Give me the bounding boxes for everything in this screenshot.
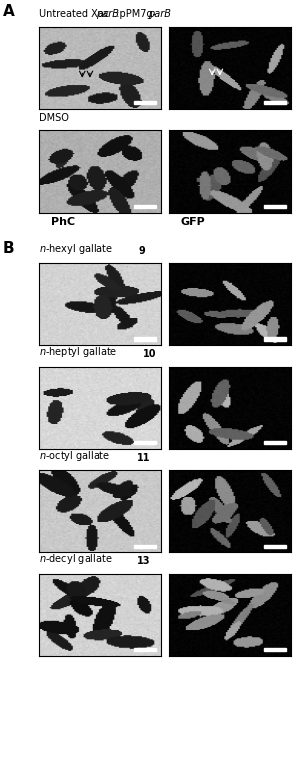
Text: ::pPM7g-: ::pPM7g-	[114, 9, 157, 19]
Bar	[264, 205, 286, 208]
Text: 10: 10	[143, 349, 156, 359]
Bar	[264, 338, 286, 341]
Text: GFP: GFP	[181, 217, 206, 227]
Bar	[134, 441, 156, 444]
Bar	[264, 648, 286, 652]
Text: 9: 9	[138, 245, 145, 255]
Text: DMSO: DMSO	[39, 113, 69, 123]
Bar	[134, 338, 156, 341]
Bar	[134, 101, 156, 104]
Bar	[264, 101, 286, 104]
Text: $n$-hexyl gallate: $n$-hexyl gallate	[39, 242, 113, 255]
Bar	[264, 441, 286, 444]
Text: $n$-octyl gallate: $n$-octyl gallate	[39, 449, 110, 463]
Bar	[134, 648, 156, 652]
Text: parB: parB	[148, 9, 171, 19]
Text: parB: parB	[97, 9, 119, 19]
Text: $n$-decyl gallate: $n$-decyl gallate	[39, 552, 113, 566]
Text: 11: 11	[137, 453, 150, 463]
Bar	[264, 545, 286, 548]
Text: 13: 13	[137, 556, 150, 566]
Text: PhC: PhC	[51, 217, 75, 227]
Bar	[134, 205, 156, 208]
Text: A: A	[3, 5, 15, 19]
Text: $n$-heptyl gallate: $n$-heptyl gallate	[39, 345, 117, 359]
Text: Untreated Xac: Untreated Xac	[39, 9, 112, 19]
Text: B: B	[3, 241, 15, 255]
Bar	[134, 545, 156, 548]
